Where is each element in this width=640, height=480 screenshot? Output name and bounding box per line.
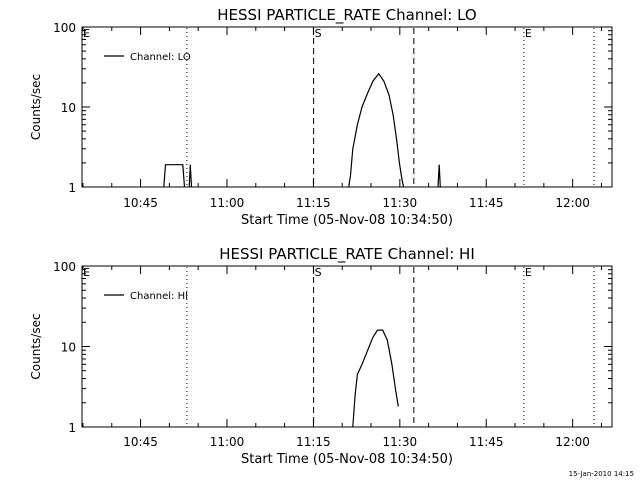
x-tick-label: 11:15 xyxy=(296,435,331,449)
y-tick-label: 100 xyxy=(53,260,76,274)
marker-label: E xyxy=(83,27,90,40)
series-line xyxy=(163,164,186,188)
y-tick-label: 100 xyxy=(53,21,76,35)
x-tick-label: 11:45 xyxy=(469,196,504,210)
marker-label: E xyxy=(525,27,532,40)
y-tick-label: 1 xyxy=(68,421,76,435)
chart-panel-hi: HESSI PARTICLE_RATE Channel: HI 10:45 11:0… xyxy=(29,245,613,467)
x-tick-label: 12:00 xyxy=(555,435,590,449)
marker-label: S xyxy=(315,266,322,279)
legend-label: Channel: HI xyxy=(130,291,188,302)
x-tick-label: 11:15 xyxy=(296,196,331,210)
chart-title: HESSI PARTICLE_RATE Channel: LO xyxy=(217,6,476,25)
y-tick-label: 1 xyxy=(68,181,76,195)
y-tick-label: 10 xyxy=(61,341,76,355)
series-line xyxy=(348,72,405,188)
marker-label: E xyxy=(83,266,90,279)
chart-panel-lo: HESSI PARTICLE_RATE Channel: LO 10:45 11:0… xyxy=(29,6,613,228)
x-tick-label: 11:30 xyxy=(383,435,418,449)
x-axis-label: Start Time (05-Nov-08 10:34:50) xyxy=(241,213,453,228)
series-line xyxy=(188,164,193,188)
marker-label: S xyxy=(315,27,322,40)
plot-timestamp: 15-Jan-2010 14:15 xyxy=(568,470,634,478)
x-tick-label: 10:45 xyxy=(123,435,158,449)
x-tick-label: 11:00 xyxy=(210,196,245,210)
y-tick-label: 10 xyxy=(61,101,76,115)
x-tick-label: 12:00 xyxy=(555,196,590,210)
chart-title: HESSI PARTICLE_RATE Channel: HI xyxy=(219,245,475,264)
series-line xyxy=(352,329,399,428)
plot-frame xyxy=(81,26,613,188)
y-axis-label: Counts/sec xyxy=(29,74,43,140)
legend-label: Channel: LO xyxy=(130,52,191,63)
x-tick-label: 11:30 xyxy=(383,196,418,210)
series-line xyxy=(437,164,441,188)
x-tick-label: 11:45 xyxy=(469,435,504,449)
x-axis-label: Start Time (05-Nov-08 10:34:50) xyxy=(241,452,453,467)
marker-label: E xyxy=(525,266,532,279)
x-tick-label: 10:45 xyxy=(123,196,158,210)
x-tick-label: 11:00 xyxy=(210,435,245,449)
y-axis-label: Counts/sec xyxy=(29,313,43,379)
